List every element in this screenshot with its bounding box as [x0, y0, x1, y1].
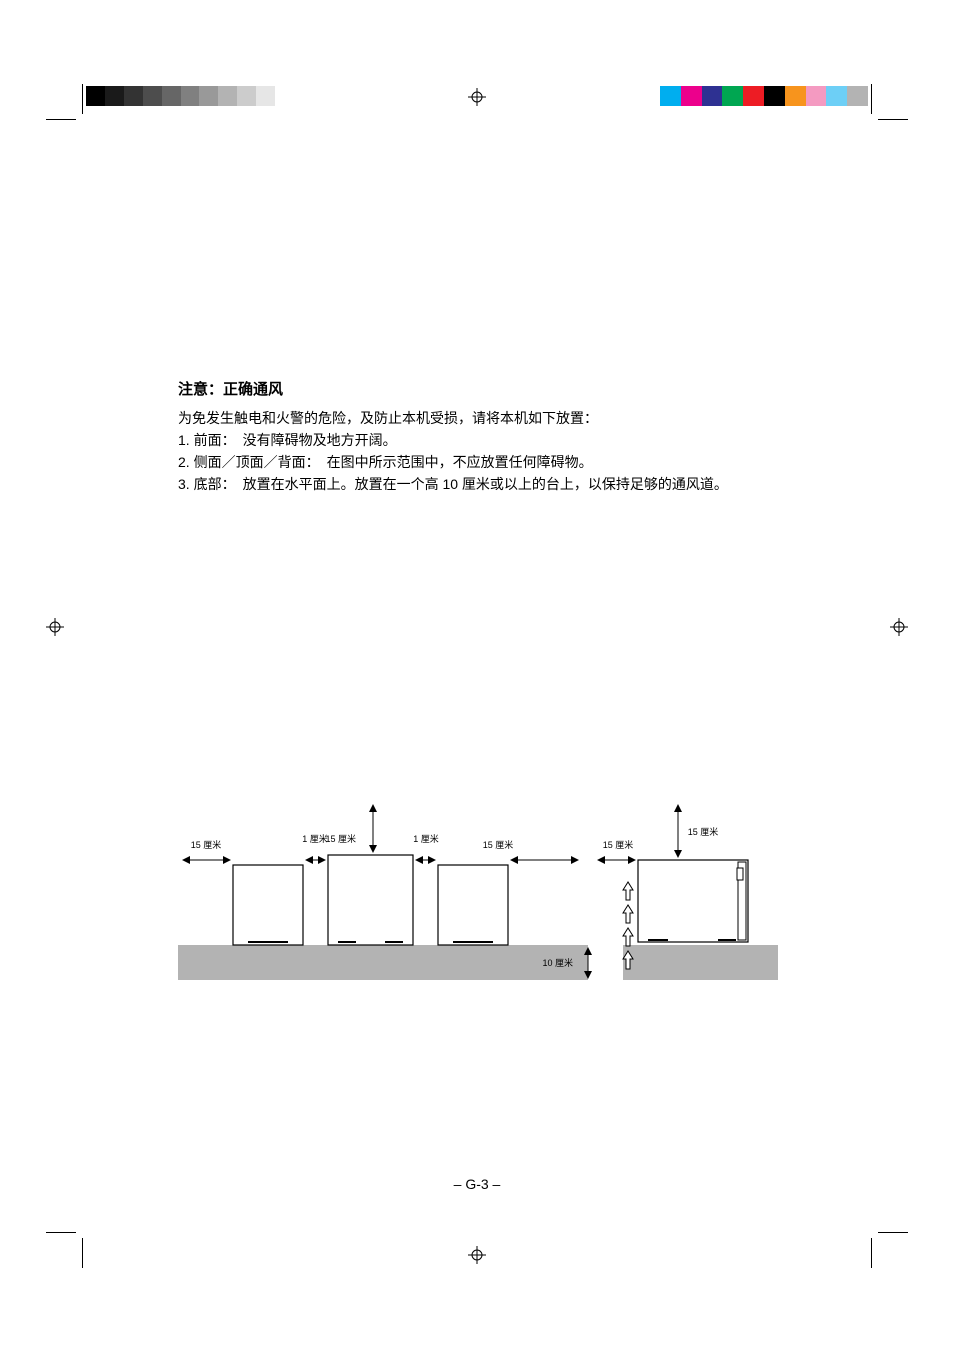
crop-mark — [878, 119, 908, 120]
swatch — [764, 86, 785, 106]
content-block: 注意：正确通风 为免发生触电和火警的危险，及防止本机受损，请将本机如下放置： 1… — [178, 378, 778, 495]
gray-calibration-bar — [86, 86, 294, 106]
swatch — [143, 86, 162, 106]
dim-label: 1 厘米 — [413, 833, 439, 844]
item-number: 2. — [178, 454, 190, 470]
swatch — [660, 86, 681, 106]
dim-label: 10 厘米 — [542, 957, 573, 968]
dim-label: 15 厘米 — [325, 833, 356, 844]
swatch — [847, 86, 868, 106]
list-item: 1. 前面： 没有障碍物及地方开阔。 — [178, 429, 778, 451]
speaker-box — [438, 865, 508, 945]
crop-mark — [878, 1232, 908, 1233]
swatch — [199, 86, 218, 106]
swatch — [218, 86, 237, 106]
dim-label: 1 厘米 — [302, 833, 328, 844]
item-number: 3. — [178, 476, 190, 492]
swatch — [181, 86, 200, 106]
registration-mark-icon — [468, 1246, 486, 1264]
crop-mark — [82, 1238, 83, 1268]
ventilation-diagram: 15 厘米 1 厘米 1 厘米 15 厘米 15 厘米 — [178, 800, 778, 1030]
item-text: 在图中所示范围中，不应放置任何障碍物。 — [327, 454, 593, 470]
registration-mark-icon — [46, 618, 64, 636]
crop-mark — [82, 84, 83, 114]
swatch — [162, 86, 181, 106]
dim-label: 15 厘米 — [191, 839, 222, 850]
swatch — [826, 86, 847, 106]
color-calibration-bar — [660, 86, 868, 106]
side-unit — [638, 860, 748, 942]
swatch — [702, 86, 723, 106]
swatch — [237, 86, 256, 106]
swatch — [785, 86, 806, 106]
swatch — [105, 86, 124, 106]
crop-mark — [871, 84, 872, 114]
item-text: 没有障碍物及地方开阔。 — [243, 432, 397, 448]
swatch — [124, 86, 143, 106]
registration-mark-icon — [890, 618, 908, 636]
caution-heading: 注意：正确通风 — [178, 378, 778, 399]
dim-label: 15 厘米 — [688, 826, 719, 837]
item-label: 前面： — [194, 432, 229, 448]
crop-mark — [46, 1232, 76, 1233]
dim-label: 15 厘米 — [483, 839, 514, 850]
swatch — [256, 86, 275, 106]
main-unit — [328, 855, 413, 945]
airflow-arrows — [623, 882, 633, 969]
item-number: 1. — [178, 432, 190, 448]
swatch — [275, 86, 294, 106]
item-text: 放置在水平面上。放置在一个高 10 厘米或以上的台上，以保持足够的通风道。 — [243, 476, 728, 492]
list-item: 3. 底部： 放置在水平面上。放置在一个高 10 厘米或以上的台上，以保持足够的… — [178, 473, 778, 495]
intro-text: 为免发生触电和火警的危险，及防止本机受损，请将本机如下放置： — [178, 407, 778, 429]
item-label: 底部： — [194, 476, 229, 492]
crop-mark — [46, 119, 76, 120]
page: 注意：正确通风 为免发生触电和火警的危险，及防止本机受损，请将本机如下放置： 1… — [0, 0, 954, 1352]
platform-side — [623, 945, 778, 980]
page-number: – G-3 – — [0, 1176, 954, 1192]
swatch — [86, 86, 105, 106]
swatch — [806, 86, 827, 106]
registration-mark-icon — [468, 88, 486, 106]
swatch — [743, 86, 764, 106]
swatch — [681, 86, 702, 106]
speaker-box — [233, 865, 303, 945]
platform — [178, 945, 588, 980]
list-item: 2. 侧面／顶面／背面： 在图中所示范围中，不应放置任何障碍物。 — [178, 451, 778, 473]
crop-mark — [871, 1238, 872, 1268]
swatch — [722, 86, 743, 106]
item-label: 侧面／顶面／背面： — [194, 454, 313, 470]
dim-label: 15 厘米 — [603, 839, 634, 850]
